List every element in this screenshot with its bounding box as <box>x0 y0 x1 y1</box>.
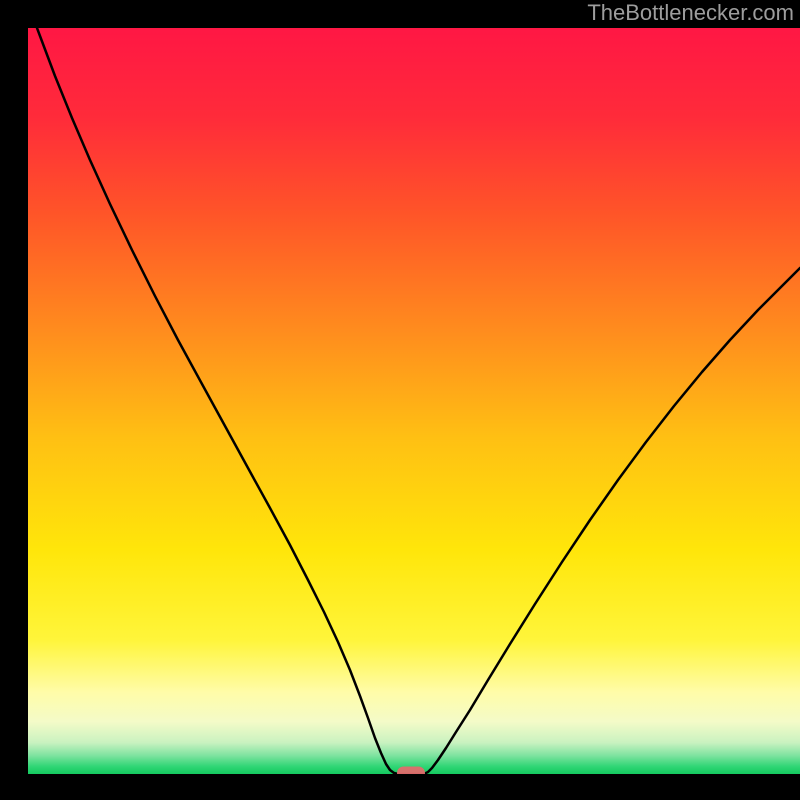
gradient-background <box>28 28 800 774</box>
watermark-text: TheBottlenecker.com <box>587 0 794 26</box>
chart-container: TheBottlenecker.com <box>0 0 800 800</box>
bottleneck-chart <box>0 0 800 800</box>
